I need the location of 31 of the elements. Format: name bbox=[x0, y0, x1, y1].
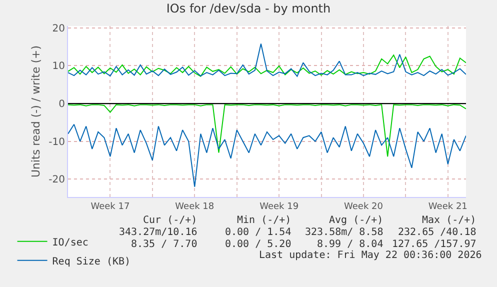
line-series bbox=[68, 124, 466, 188]
text: 8.35 / 7.70 bbox=[131, 239, 198, 250]
legend-label: IO/sec bbox=[52, 237, 88, 248]
x-tick-label: Week 19 bbox=[260, 202, 299, 212]
text: 232.65 /40.18 bbox=[398, 227, 476, 238]
text: Last update: Fri May 22 00:36:00 2026 bbox=[259, 250, 482, 261]
text: Avg (-/+) bbox=[329, 215, 384, 226]
text: 323.58m/ 8.58 bbox=[305, 227, 384, 238]
legend-label: Req Size (KB) bbox=[52, 256, 131, 268]
x-tick-label: Week 20 bbox=[344, 202, 384, 212]
text: 0.00 / 1.54 bbox=[225, 227, 292, 238]
line-series bbox=[68, 104, 466, 158]
y-tick-label: -10 bbox=[48, 136, 65, 148]
text: Cur (-/+) bbox=[143, 215, 198, 226]
text: Max (-/+) bbox=[422, 215, 476, 226]
y-tick-label: -20 bbox=[48, 174, 65, 186]
x-tick-label: Week 21 bbox=[428, 202, 468, 212]
x-tick-label: Week 18 bbox=[175, 202, 214, 212]
text: Min (-/+) bbox=[237, 215, 292, 226]
y-axis-title: Units read (-) / write (+) bbox=[29, 45, 42, 178]
text: 0.00 / 5.20 bbox=[225, 239, 292, 250]
y-tick-label: 0 bbox=[58, 99, 65, 110]
text: 127.65 /157.97 bbox=[392, 239, 476, 250]
text: 8.99 / 8.04 bbox=[317, 239, 384, 250]
y-tick-label: 20 bbox=[52, 23, 65, 34]
x-tick-label: Week 17 bbox=[90, 202, 130, 212]
y-tick-label: 10 bbox=[52, 61, 65, 72]
line-series bbox=[68, 43, 466, 77]
text: 343.27m/10.16 bbox=[119, 227, 198, 238]
chart-title: IOs for /dev/sda - by month bbox=[166, 2, 331, 16]
line-series bbox=[68, 54, 466, 77]
